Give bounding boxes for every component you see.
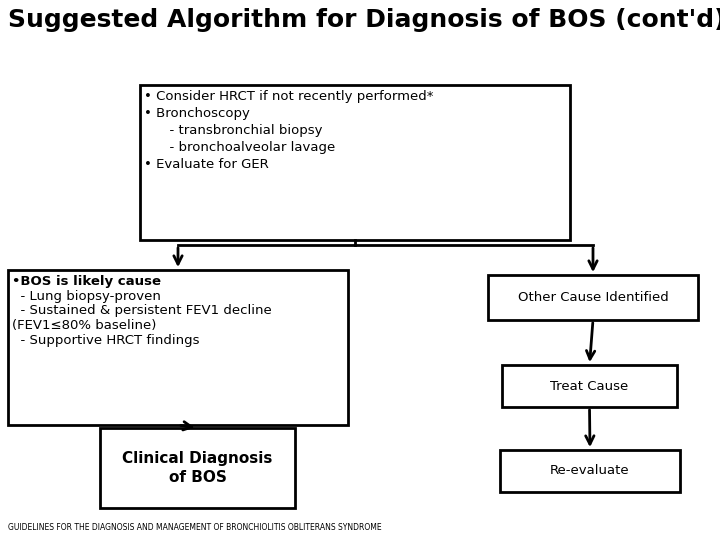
- Text: Clinical Diagnosis
of BOS: Clinical Diagnosis of BOS: [122, 450, 273, 485]
- Bar: [8, 270, 348, 425]
- Text: Re-evaluate: Re-evaluate: [550, 464, 630, 477]
- Bar: [140, 85, 570, 240]
- Bar: [488, 275, 698, 320]
- Text: Other Cause Identified: Other Cause Identified: [518, 291, 668, 304]
- Text: - Lung biopsy-proven: - Lung biopsy-proven: [12, 290, 161, 303]
- Text: Suggested Algorithm for Diagnosis of BOS (cont'd): Suggested Algorithm for Diagnosis of BOS…: [8, 8, 720, 32]
- Text: (FEV1≤80% baseline): (FEV1≤80% baseline): [12, 319, 156, 332]
- Bar: [500, 450, 680, 492]
- Text: - Supportive HRCT findings: - Supportive HRCT findings: [12, 334, 199, 347]
- Text: • Consider HRCT if not recently performed*
• Bronchoscopy
      - transbronchial: • Consider HRCT if not recently performe…: [144, 90, 433, 171]
- Text: •BOS is likely cause: •BOS is likely cause: [12, 275, 161, 288]
- Bar: [502, 365, 677, 407]
- Bar: [100, 428, 295, 508]
- Text: GUIDELINES FOR THE DIAGNOSIS AND MANAGEMENT OF BRONCHIOLITIS OBLITERANS SYNDROME: GUIDELINES FOR THE DIAGNOSIS AND MANAGEM…: [8, 523, 382, 532]
- Text: - Sustained & persistent FEV1 decline: - Sustained & persistent FEV1 decline: [12, 305, 271, 318]
- Text: Treat Cause: Treat Cause: [550, 380, 629, 393]
